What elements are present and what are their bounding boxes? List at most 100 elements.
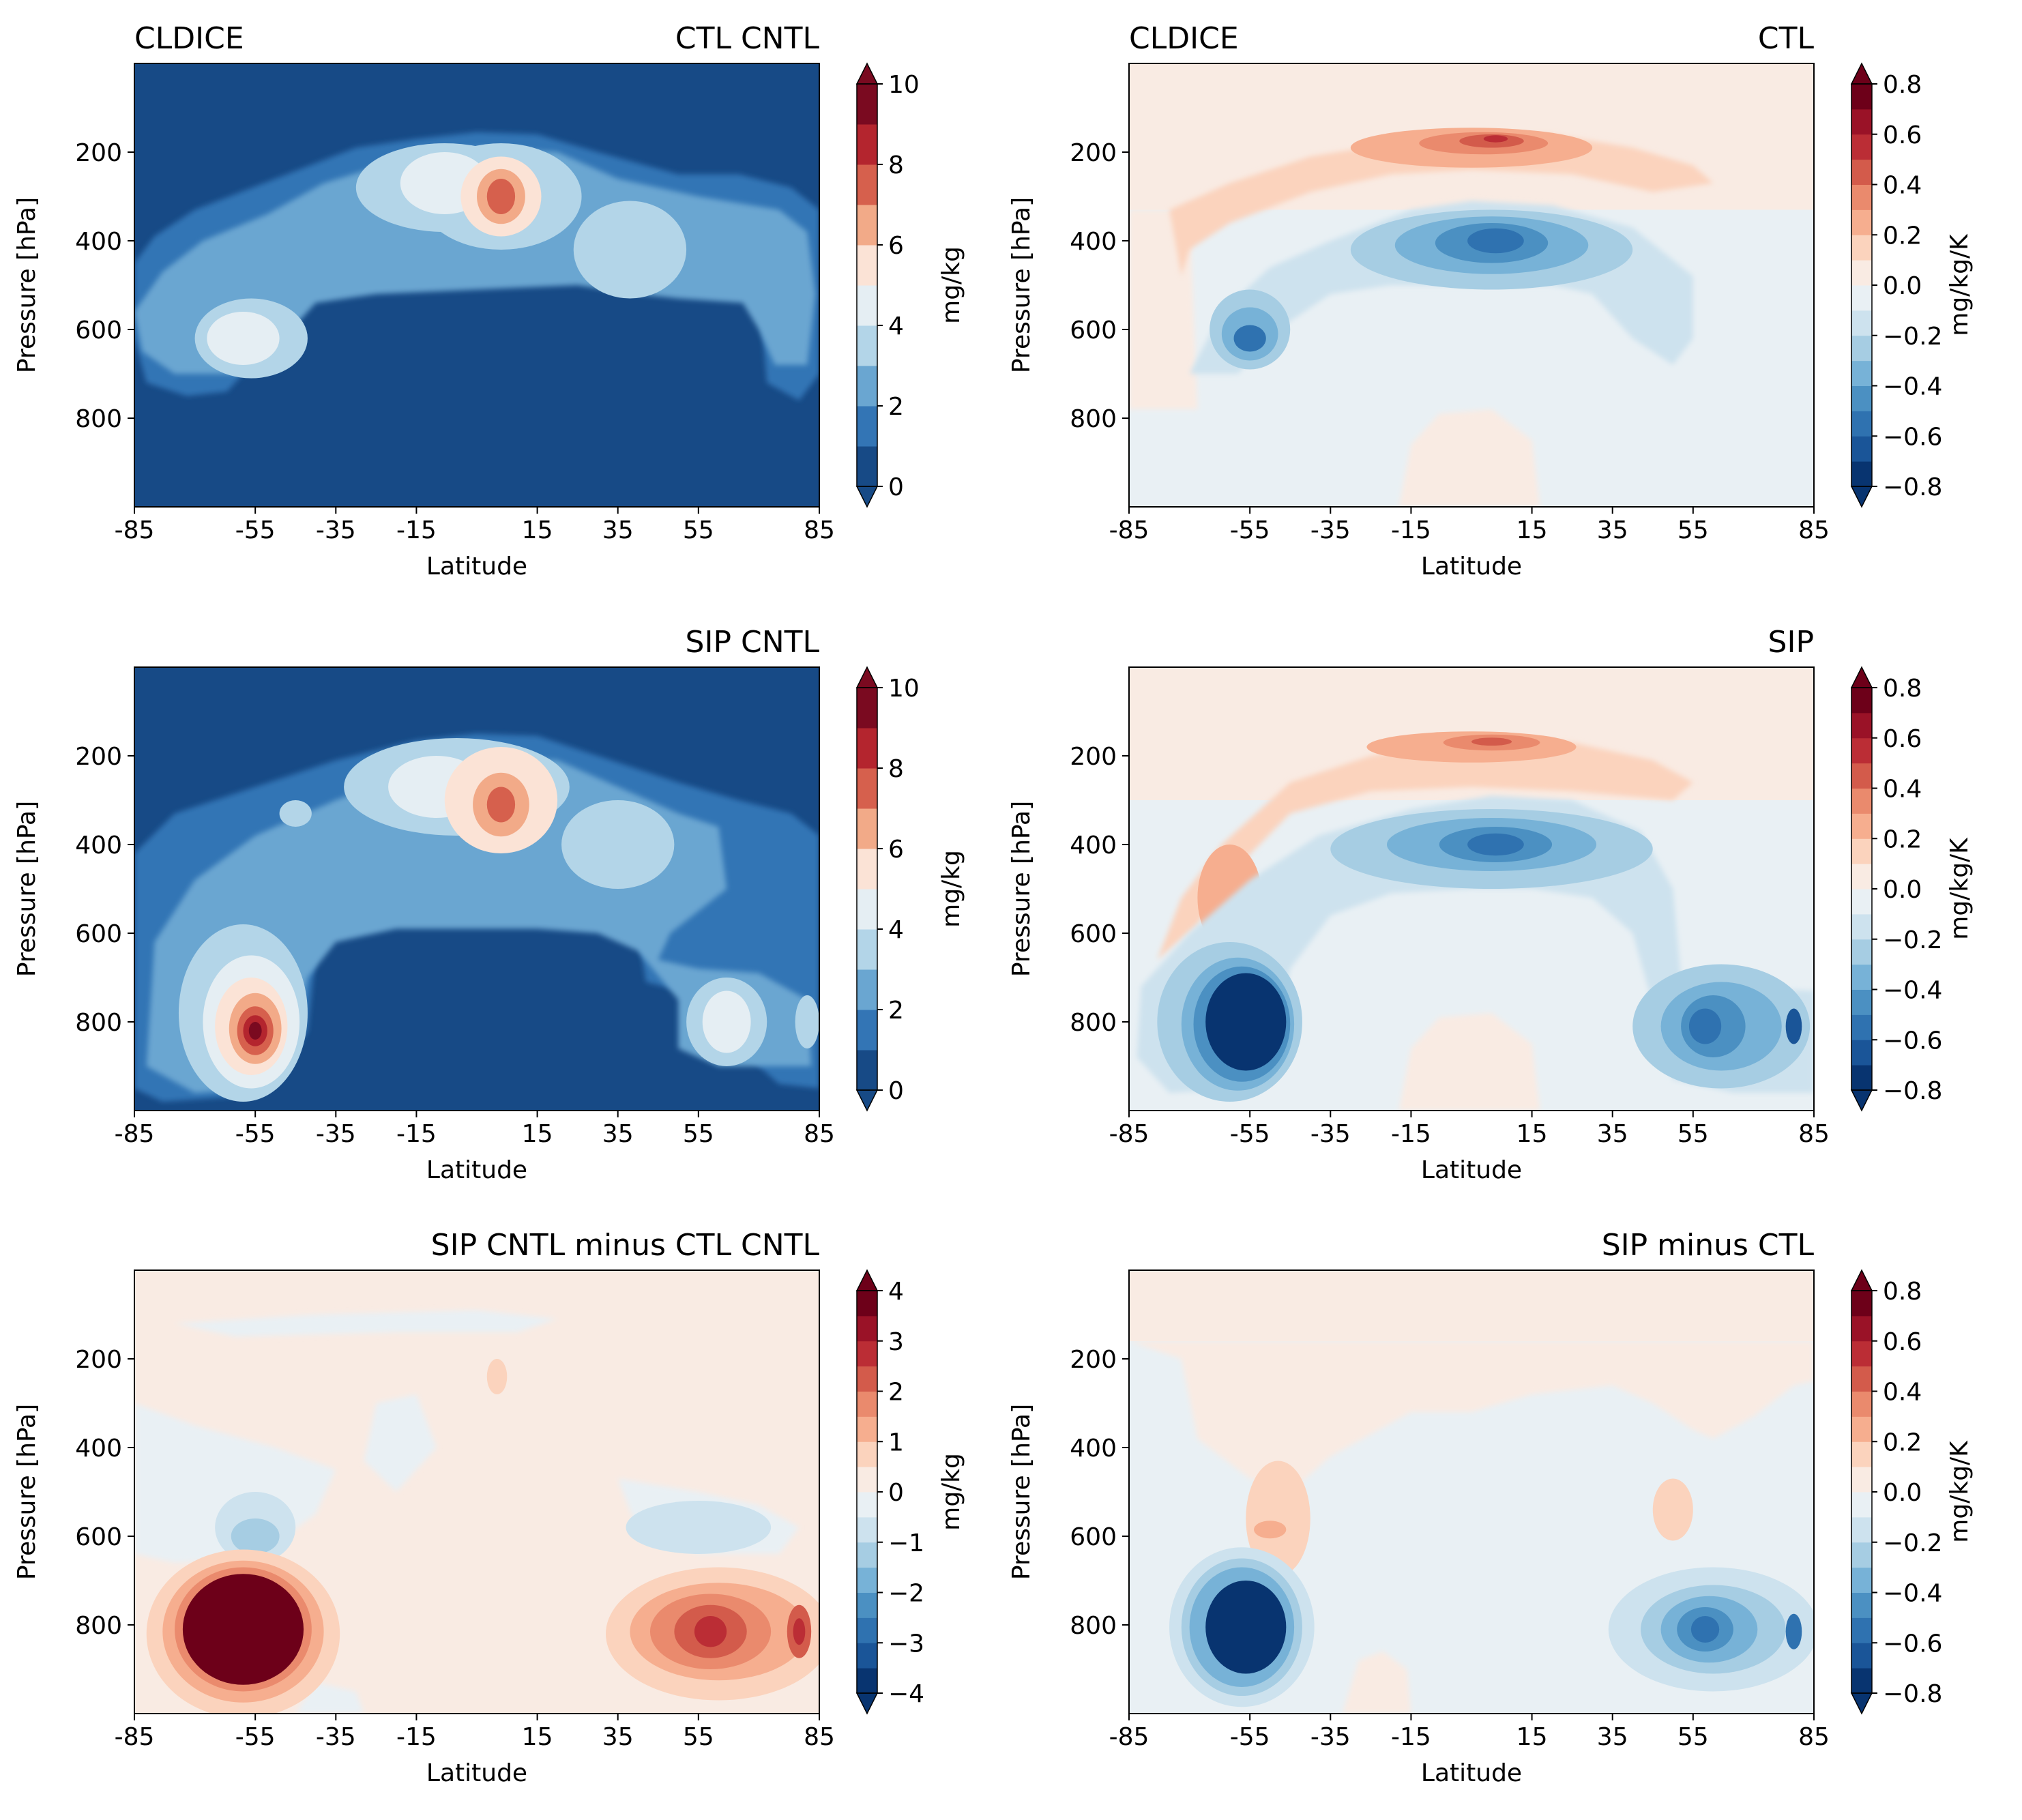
colorbar-tick-label: 8 (888, 755, 904, 783)
contour-field (134, 1270, 819, 1714)
contour-region (1137, 795, 1814, 1093)
colorbar: 0.8 0.6 0.4 0.2 0.0 −0.2 −0.4 −0.6 −0.8 mg/kg/K (1850, 62, 1974, 508)
x-tick-label: -15 (1391, 1723, 1431, 1751)
contour-region (1205, 973, 1287, 1071)
y-axis-label: Pressure [hPa] (13, 801, 41, 977)
y-tick-label: 400 (1070, 832, 1117, 860)
colorbar-segment (1851, 1315, 1872, 1342)
x-axis-label: Latitude (1421, 1759, 1522, 1787)
contour-region (1246, 1461, 1310, 1576)
x-axis-label: Latitude (1421, 553, 1522, 581)
colorbar-segment (857, 1492, 877, 1518)
colorbar-segment (1851, 712, 1872, 739)
colorbar-segment (857, 205, 877, 246)
contour-region (486, 179, 516, 214)
colorbar-segment (1851, 260, 1872, 286)
x-tick-label: 35 (1597, 1723, 1628, 1751)
colorbar-tick-label: 0.6 (1883, 121, 1922, 149)
colorbar-tick-label: 0.2 (1883, 825, 1922, 853)
x-tick-label: 35 (1597, 516, 1628, 544)
colorbar-segment (857, 1567, 877, 1593)
colorbar-segment (857, 1340, 877, 1367)
colorbar-tick-label: 0.4 (1883, 1379, 1922, 1407)
colorbar-segment (1851, 310, 1872, 336)
plot-frame (134, 1269, 820, 1714)
panel-5: -85 -55 -35 -15 15 35 55 85 200 400 600 800 Latitude… (13, 1228, 965, 1787)
y-axis-label: Pressure [hPa] (1008, 1404, 1036, 1580)
colorbar-frame (856, 687, 878, 1091)
colorbar-segment (1851, 461, 1872, 487)
contour-region (793, 1618, 806, 1645)
colorbar-segment (1851, 1441, 1872, 1467)
contour-region (694, 1616, 727, 1647)
colorbar-frame (856, 83, 878, 487)
colorbar-tick-label: 10 (888, 71, 920, 99)
colorbar-tick-label: 4 (888, 312, 904, 340)
colorbar-tick-label: 0.4 (1883, 172, 1922, 200)
contour-region (1129, 1341, 1814, 1492)
colorbar-segment (1851, 385, 1872, 411)
y-tick-label: 600 (75, 920, 122, 948)
colorbar-segment (1851, 788, 1872, 814)
colorbar-tick-label: −0.6 (1883, 423, 1942, 451)
x-tick-label: 85 (804, 1120, 835, 1148)
colorbar-tick-label: −0.8 (1883, 473, 1942, 501)
contour-region (1343, 1652, 1411, 1714)
plot-frame (1128, 1269, 1815, 1714)
x-tick-label: -85 (115, 1120, 155, 1148)
colorbar-segment (857, 164, 877, 205)
colorbar-tick-label: 6 (888, 836, 904, 864)
x-tick-label: -35 (1310, 516, 1351, 544)
contour-region (279, 800, 312, 827)
colorbar-tick-label: −0.6 (1883, 1027, 1942, 1055)
contour-region (1785, 1613, 1802, 1649)
colorbar-segment (1851, 1617, 1872, 1643)
colorbar-tick-label: 0.4 (1883, 776, 1922, 804)
x-tick-label: -15 (1391, 1120, 1431, 1148)
colorbar-tick-label: 8 (888, 151, 904, 179)
colorbar-tick-label: 0.0 (1883, 1479, 1922, 1507)
colorbar: 0 2 4 6 8 10 mg/kg (855, 62, 965, 508)
colorbar-segment (857, 728, 877, 769)
colorbar-segment (1851, 1668, 1872, 1694)
x-tick-label: 55 (683, 1723, 714, 1751)
colorbar-label: mg/kg (937, 246, 965, 324)
colorbar-tick-label: 0.2 (1883, 1428, 1922, 1456)
x-tick-label: -55 (1230, 516, 1270, 544)
x-tick-label: 85 (1798, 1120, 1830, 1148)
x-tick-label: 15 (1517, 1120, 1548, 1148)
y-tick-label: 800 (75, 1612, 122, 1640)
x-tick-label: -85 (115, 516, 155, 544)
panel-6: -85 -55 -35 -15 15 35 55 85 200 400 600 800 Latitude… (1008, 1228, 1974, 1787)
x-tick-label: 35 (602, 1120, 634, 1148)
colorbar: 0 2 4 6 8 10 mg/kg (855, 666, 965, 1112)
colorbar-tick-label: −3 (888, 1630, 924, 1658)
contour-region (626, 1501, 772, 1554)
y-tick-label: 800 (1070, 1612, 1117, 1640)
colorbar-segment (1851, 209, 1872, 235)
colorbar-segment (1851, 335, 1872, 362)
panel-title-left: CLDICE (1129, 21, 1239, 56)
y-tick-label: 400 (75, 1435, 122, 1463)
x-axis-label: Latitude (426, 553, 527, 581)
colorbar-segment (857, 768, 877, 809)
colorbar-segment (1851, 1040, 1872, 1066)
contour-region (1398, 409, 1540, 507)
colorbar-segment (1851, 159, 1872, 185)
contour-region (1398, 1013, 1540, 1111)
colorbar-segment (1851, 688, 1872, 714)
y-tick-label: 600 (1070, 1523, 1117, 1551)
colorbar-tick-label: −1 (888, 1529, 924, 1557)
colorbar-segment (1851, 1065, 1872, 1091)
contour-region (1483, 135, 1508, 143)
colorbar-segment (857, 1542, 877, 1568)
colorbar-segment (857, 1592, 877, 1618)
contour-field (1129, 63, 1814, 507)
colorbar-segment (857, 325, 877, 366)
colorbar-segment (1851, 108, 1872, 135)
x-tick-label: 15 (1517, 516, 1548, 544)
contour-field (134, 63, 819, 507)
plot-frame (1128, 63, 1815, 508)
colorbar-tick-label: 0.6 (1883, 725, 1922, 753)
contour-field (134, 667, 819, 1111)
